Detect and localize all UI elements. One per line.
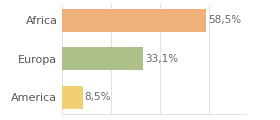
Bar	[62, 86, 83, 109]
Bar	[62, 47, 143, 70]
Text: 8,5%: 8,5%	[85, 92, 111, 102]
Text: 58,5%: 58,5%	[208, 15, 241, 25]
Bar	[62, 9, 206, 32]
Text: 33,1%: 33,1%	[145, 54, 178, 64]
